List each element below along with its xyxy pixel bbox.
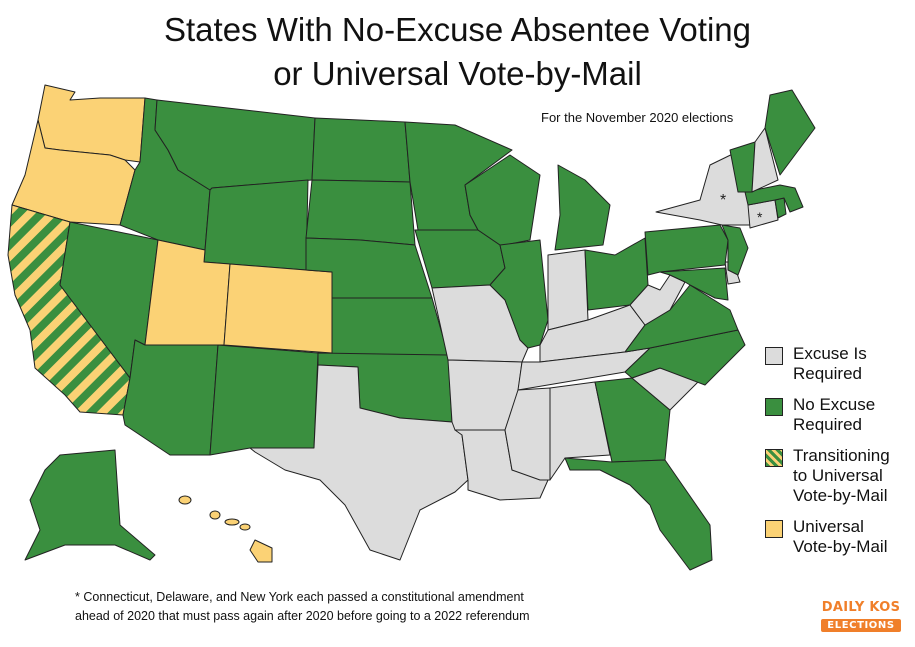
legend-label-no-excuse: No Excuse Required bbox=[793, 395, 876, 434]
state-north-dakota bbox=[311, 117, 411, 183]
footnote-line-2: ahead of 2020 that must pass again after… bbox=[75, 609, 530, 623]
footnote: * Connecticut, Delaware, and New York ea… bbox=[75, 588, 530, 626]
footnote-line-1: * Connecticut, Delaware, and New York ea… bbox=[75, 590, 524, 604]
state-illinois bbox=[489, 239, 549, 349]
legend-item-no-excuse: No Excuse Required bbox=[765, 395, 905, 435]
asterisk-new-york: * bbox=[720, 192, 726, 209]
state-arizona bbox=[122, 339, 219, 456]
state-hawaii bbox=[178, 495, 273, 563]
state-maryland bbox=[659, 267, 729, 301]
state-texas bbox=[249, 364, 469, 561]
legend-swatch-universal bbox=[765, 520, 783, 538]
state-florida bbox=[564, 457, 713, 571]
state-new-mexico bbox=[209, 344, 319, 456]
legend-label-excuse: Excuse Is Required bbox=[793, 344, 867, 383]
title-line-1: States With No-Excuse Absentee Voting bbox=[164, 11, 751, 48]
legend-swatch-transitioning bbox=[765, 449, 783, 467]
state-alabama bbox=[549, 381, 611, 481]
legend-label-transitioning: Transitioning to Universal Vote-by-Mail bbox=[793, 446, 890, 505]
state-pennsylvania bbox=[644, 224, 729, 276]
legend-label-universal: Universal Vote-by-Mail bbox=[793, 517, 888, 556]
legend-swatch-no-excuse bbox=[765, 398, 783, 416]
state-indiana bbox=[547, 249, 589, 331]
map-title: States With No-Excuse Absentee Voting or… bbox=[0, 8, 915, 96]
asterisk-connecticut: * bbox=[757, 209, 763, 225]
legend-item-universal: Universal Vote-by-Mail bbox=[765, 517, 905, 557]
legend-item-excuse: Excuse Is Required bbox=[765, 344, 905, 384]
logo-bottom-text: ELECTIONS bbox=[821, 619, 901, 632]
daily-kos-elections-logo: DAILY KOS ELECTIONS bbox=[817, 600, 905, 633]
state-south-dakota bbox=[305, 179, 416, 246]
state-new-jersey bbox=[721, 224, 749, 276]
title-line-2: or Universal Vote-by-Mail bbox=[273, 55, 642, 92]
state-michigan bbox=[554, 164, 611, 251]
legend-swatch-excuse bbox=[765, 347, 783, 365]
state-alaska bbox=[24, 449, 156, 561]
state-wyoming bbox=[203, 179, 309, 271]
state-colorado bbox=[223, 263, 333, 354]
state-kansas bbox=[331, 297, 449, 356]
legend-item-transitioning: Transitioning to Universal Vote-by-Mail bbox=[765, 446, 905, 506]
map-legend: Excuse Is Required No Excuse Required Tr… bbox=[765, 344, 905, 568]
map-subtitle: For the November 2020 elections bbox=[541, 110, 734, 125]
state-maine bbox=[764, 89, 816, 176]
state-massachusetts bbox=[744, 184, 804, 213]
state-georgia bbox=[594, 377, 671, 463]
logo-top-text: DAILY KOS bbox=[821, 600, 901, 615]
state-new-hampshire bbox=[751, 127, 779, 193]
